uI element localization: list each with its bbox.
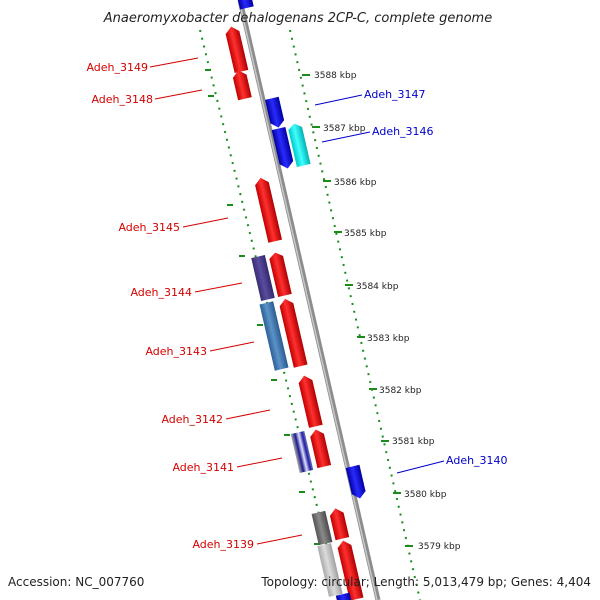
gene-arrow[interactable] bbox=[236, 0, 254, 10]
gene-label[interactable]: Adeh_3145 bbox=[118, 221, 180, 234]
gene-arrow[interactable] bbox=[254, 176, 283, 243]
gene-arrow[interactable] bbox=[224, 25, 249, 74]
tick-label: 3586 kbp bbox=[334, 178, 377, 188]
gene-arrow[interactable] bbox=[329, 507, 350, 541]
gene-label[interactable]: Adeh_3140 bbox=[446, 454, 508, 467]
outer-tick-marks bbox=[302, 74, 413, 547]
gene-arrow[interactable] bbox=[290, 430, 314, 474]
gene-label[interactable]: Adeh_3144 bbox=[130, 286, 192, 299]
tick-label: 3585 kbp bbox=[344, 229, 387, 239]
tick-label: 3580 kbp bbox=[404, 490, 447, 500]
gene-arrow[interactable] bbox=[265, 96, 285, 129]
genome-backbone bbox=[237, 0, 381, 600]
leader-line bbox=[396, 460, 445, 474]
ruler-inner-dots bbox=[199, 29, 341, 600]
gene-label[interactable]: Adeh_3148 bbox=[91, 93, 153, 106]
gene-arrow[interactable] bbox=[259, 301, 289, 371]
leader-line bbox=[194, 282, 243, 293]
gene-arrow[interactable] bbox=[268, 251, 292, 298]
gene-arrow[interactable] bbox=[232, 69, 252, 101]
leader-line bbox=[321, 131, 371, 143]
gene-arrow[interactable] bbox=[345, 464, 367, 500]
leader-line bbox=[149, 57, 199, 68]
gene-labels: Adeh_3149 Adeh_3148 Adeh_3145 Adeh_3144 … bbox=[86, 61, 507, 551]
leader-line bbox=[154, 89, 203, 100]
ruler-outer-dots bbox=[289, 29, 421, 600]
topology-text: Topology: circular; Length: 5,013,479 bp… bbox=[260, 575, 591, 589]
gene-label[interactable]: Adeh_3143 bbox=[145, 345, 207, 358]
tick-label: 3583 kbp bbox=[367, 334, 410, 344]
gene-arrow[interactable] bbox=[317, 543, 343, 597]
leader-line bbox=[236, 457, 283, 468]
gene-arrow[interactable] bbox=[335, 592, 352, 600]
gene-label[interactable]: Adeh_3146 bbox=[372, 125, 434, 138]
gene-arrow[interactable] bbox=[251, 254, 275, 302]
tick-label: 3587 kbp bbox=[323, 124, 366, 134]
tick-label: 3582 kbp bbox=[379, 386, 422, 396]
inner-tick-marks bbox=[205, 69, 320, 545]
gene-arrow[interactable] bbox=[278, 297, 308, 368]
gene-label[interactable]: Adeh_3149 bbox=[86, 61, 148, 74]
tick-label: 3581 kbp bbox=[392, 437, 435, 447]
gene-arrow[interactable] bbox=[271, 126, 295, 170]
leader-line bbox=[209, 341, 255, 352]
gene-arrow[interactable] bbox=[287, 122, 311, 168]
tick-label: 3579 kbp bbox=[418, 542, 461, 552]
gene-arrow[interactable] bbox=[311, 510, 333, 546]
leader-line bbox=[182, 217, 229, 228]
gene-label[interactable]: Adeh_3139 bbox=[192, 538, 254, 551]
label-leaders bbox=[149, 57, 445, 545]
gene-label[interactable]: Adeh_3147 bbox=[364, 88, 426, 101]
gene-label[interactable]: Adeh_3142 bbox=[161, 413, 223, 426]
leader-line bbox=[256, 534, 303, 545]
gene-label[interactable]: Adeh_3141 bbox=[172, 461, 234, 474]
map-title: Anaeromyxobacter dehalogenans 2CP-C, com… bbox=[103, 11, 492, 26]
tick-labels: 3588 kbp 3587 kbp 3586 kbp 3585 kbp 3584… bbox=[314, 71, 461, 552]
accession-text: Accession: NC_007760 bbox=[8, 575, 144, 589]
genome-backbone-highlight bbox=[238, 0, 378, 600]
leader-line bbox=[314, 94, 363, 106]
gene-arrow[interactable] bbox=[297, 374, 323, 428]
tick-label: 3584 kbp bbox=[356, 282, 399, 292]
tick-label: 3588 kbp bbox=[314, 71, 357, 81]
gene-arrow[interactable] bbox=[309, 428, 332, 469]
leader-line bbox=[225, 409, 271, 420]
gene-features bbox=[224, 0, 367, 600]
gene-arrow[interactable] bbox=[336, 539, 364, 600]
